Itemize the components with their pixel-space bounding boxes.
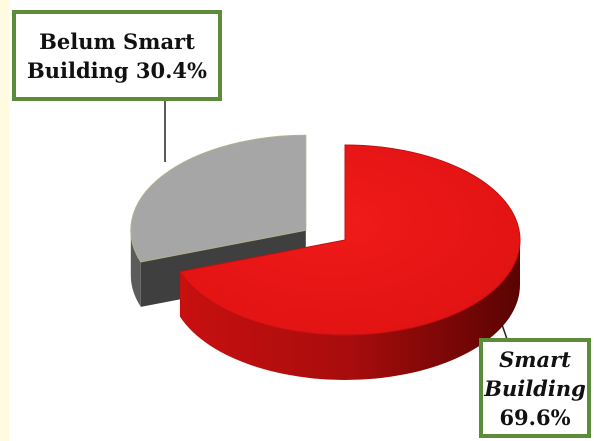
slice-label: Belum Smart Building 30.4% [12, 10, 222, 101]
label-name: Smart Building [484, 346, 586, 401]
slice [130, 134, 307, 263]
label-name: Belum Smart Building [26, 28, 195, 83]
label-value: 30.4% [135, 57, 207, 83]
label-text: Belum Smart Building 30.4% [16, 27, 218, 85]
slice-label: Smart Building 69.6% [479, 338, 591, 438]
slice-wall [130, 230, 141, 307]
left-strip [0, 0, 9, 441]
pie [130, 134, 521, 380]
label-text: Smart Building 69.6% [483, 345, 587, 432]
slice-wall [179, 240, 521, 380]
slice [179, 144, 521, 336]
label-value: 69.6% [499, 404, 571, 430]
